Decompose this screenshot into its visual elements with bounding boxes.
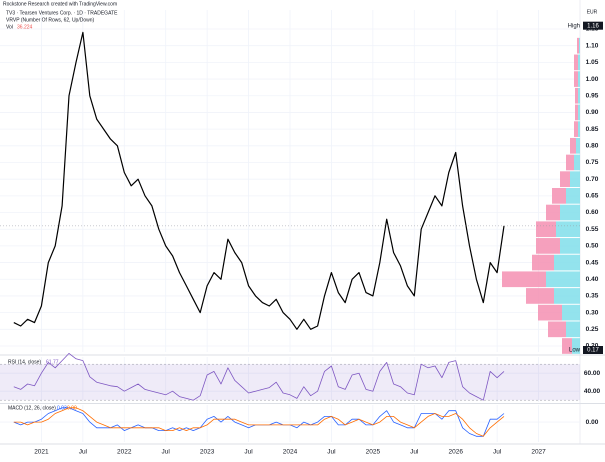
y-tick-label: 0.50 bbox=[586, 243, 599, 250]
y-tick-label: 0.40 bbox=[586, 276, 599, 283]
low-label: Low bbox=[569, 348, 581, 354]
y-tick-label: 0.35 bbox=[586, 293, 599, 300]
rsi-readout: 61.77 bbox=[46, 359, 59, 365]
x-tick-label: 2025 bbox=[366, 449, 381, 456]
profile-up bbox=[556, 221, 580, 238]
macd-readout: 0.00 bbox=[67, 405, 77, 411]
profile-up bbox=[578, 54, 580, 71]
y-tick-label: 0.70 bbox=[586, 176, 599, 183]
profile-down bbox=[548, 321, 566, 338]
profile-down bbox=[536, 238, 560, 254]
profile-up bbox=[560, 238, 580, 254]
profile-down bbox=[574, 54, 578, 71]
y-tick-label: 0.30 bbox=[586, 309, 599, 316]
macd-readout: 0.03 bbox=[57, 405, 67, 411]
y-tick-label: 0.45 bbox=[586, 259, 599, 266]
vol-value: 36.224 bbox=[17, 24, 33, 30]
currency: EUR bbox=[587, 9, 598, 15]
y-tick-label: 0.85 bbox=[586, 126, 599, 133]
credit: Rockstone Research created with TradingV… bbox=[3, 1, 117, 7]
y-tick-label: 0.65 bbox=[586, 193, 599, 200]
y-tick-label: 60.00 bbox=[584, 370, 601, 377]
profile-down bbox=[575, 87, 578, 104]
low-value: 0.17 bbox=[587, 348, 599, 354]
y-tick-label: 0.55 bbox=[586, 226, 599, 233]
profile-down bbox=[574, 121, 578, 137]
high-box bbox=[583, 21, 603, 30]
y-tick-label: 0.90 bbox=[586, 109, 599, 116]
y-tick-label: 0.60 bbox=[586, 209, 599, 216]
x-tick-label: Jul bbox=[410, 449, 419, 456]
profile-up bbox=[546, 271, 580, 288]
x-tick-label: 2024 bbox=[283, 449, 298, 456]
high-label: High bbox=[568, 23, 580, 29]
y-tick-label: 1.10 bbox=[586, 42, 599, 49]
x-tick-label: Jul bbox=[493, 449, 502, 456]
profile-down bbox=[574, 71, 578, 87]
profile-down bbox=[526, 288, 554, 304]
profile-up bbox=[576, 137, 580, 154]
profile-down bbox=[566, 154, 574, 171]
profile-down bbox=[502, 271, 546, 288]
y-tick-label: 0.25 bbox=[586, 326, 599, 333]
y-tick-label: 1.00 bbox=[586, 76, 599, 83]
profile-up bbox=[554, 288, 580, 304]
symbol: TV3 · Tearsen Ventures Corp. · 1D · TRAD… bbox=[6, 10, 118, 16]
profile-up bbox=[562, 304, 580, 321]
profile-up bbox=[566, 321, 580, 338]
profile-up bbox=[574, 154, 580, 171]
profile-up bbox=[554, 254, 580, 271]
profile-up bbox=[578, 121, 580, 137]
profile-down bbox=[536, 221, 556, 238]
profile-up bbox=[566, 188, 580, 204]
profile-down bbox=[560, 171, 570, 188]
x-tick-label: 2023 bbox=[200, 449, 215, 456]
x-tick-label: Jul bbox=[327, 449, 336, 456]
macd-title: MACD (12, 26, close) bbox=[8, 405, 56, 411]
profile-up bbox=[578, 71, 580, 87]
x-tick-label: Jul bbox=[244, 449, 253, 456]
profile-down bbox=[538, 304, 562, 321]
x-tick-label: 2022 bbox=[117, 449, 132, 456]
profile-up bbox=[578, 87, 580, 104]
profile-up bbox=[579, 37, 580, 54]
profile-down bbox=[570, 137, 576, 154]
y-tick-label: 0.80 bbox=[586, 143, 599, 150]
y-tick-label: 0.00 bbox=[586, 419, 599, 426]
indicator-line bbox=[13, 407, 505, 437]
x-tick-label: 2021 bbox=[34, 449, 49, 456]
low-box bbox=[583, 346, 603, 354]
profile-down bbox=[575, 104, 578, 121]
indicator-line bbox=[13, 353, 505, 401]
x-tick-label: Jul bbox=[79, 449, 88, 456]
profile-down bbox=[532, 254, 554, 271]
profile-up bbox=[572, 338, 580, 354]
y-tick-label: 40.00 bbox=[584, 388, 601, 395]
vol-label: Vol bbox=[6, 24, 13, 30]
rsi-title: RSI (14, close) bbox=[8, 359, 41, 365]
x-tick-label: Jul bbox=[162, 449, 171, 456]
x-tick-label: 2027 bbox=[531, 449, 546, 456]
profile-down bbox=[562, 338, 572, 354]
profile-down bbox=[546, 204, 560, 221]
price-line bbox=[13, 31, 505, 330]
y-tick-label: 0.95 bbox=[586, 92, 599, 99]
profile-up bbox=[570, 171, 580, 188]
x-tick-label: 2026 bbox=[448, 449, 463, 456]
vrvp-label: VRVP (Number Of Rows, 62, Up/Down) bbox=[6, 17, 95, 23]
y-tick-label: 0.75 bbox=[586, 159, 599, 166]
profile-down bbox=[577, 37, 579, 54]
high-value: 1.16 bbox=[587, 23, 599, 29]
profile-up bbox=[578, 104, 580, 121]
profile-down bbox=[552, 188, 566, 204]
profile-up bbox=[560, 204, 580, 221]
y-tick-label: 1.05 bbox=[586, 59, 599, 66]
